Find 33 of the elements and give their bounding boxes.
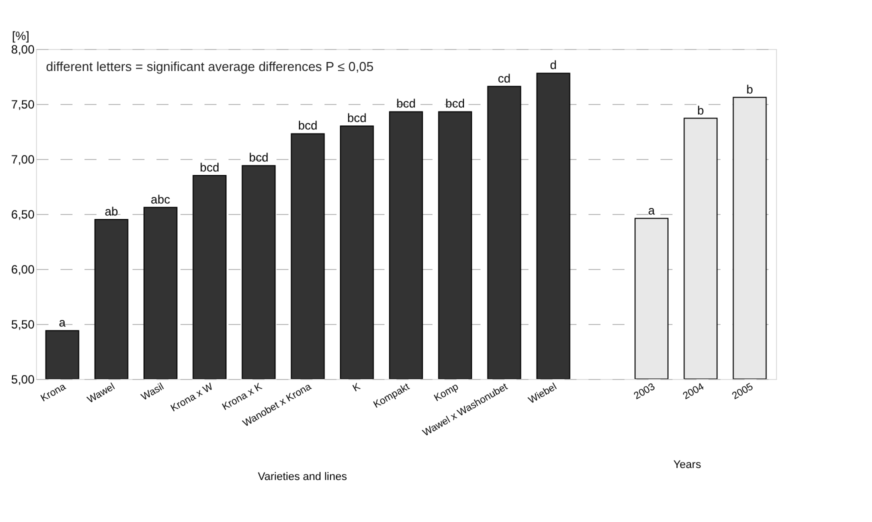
data-label: d	[550, 58, 557, 72]
y-axis-title: [%]	[12, 29, 30, 43]
x-tick-label: Krona x W	[169, 381, 216, 414]
text: Years	[673, 459, 702, 471]
data-label: b	[697, 103, 704, 118]
annotation: different letters = significant average differences P ≤ 0,05	[46, 59, 374, 74]
data-label: bcd	[445, 96, 465, 111]
data-label: bcd	[298, 118, 318, 133]
x-tick-label: Komp	[432, 381, 461, 404]
x-tick-label: Krona	[39, 381, 68, 404]
data-label: ab	[104, 204, 118, 218]
x-tick-label: Wasil	[140, 382, 166, 404]
y-tick-label: 7,50	[11, 98, 35, 112]
data-label: a	[58, 316, 66, 330]
x-tick-label: 2004	[681, 381, 706, 402]
x-tick-label: 2005	[730, 381, 756, 402]
y-tick-label: 6,00	[11, 262, 35, 276]
x-tick-label: K	[351, 381, 363, 394]
y-tick-label: 6,50	[11, 208, 35, 222]
x-tick-label: 2003	[632, 381, 658, 402]
data-label: cd	[498, 71, 511, 86]
y-tick-label: 8,00	[11, 42, 35, 56]
data-label: bcd	[200, 160, 220, 174]
data-label: bcd	[396, 96, 416, 111]
x-axis-title: Varieties and lines	[258, 471, 348, 483]
y-tick-label: 7,00	[11, 152, 35, 166]
data-label: b	[746, 82, 754, 96]
y-tick-label: 5,00	[11, 372, 35, 386]
data-label: abc	[150, 192, 170, 206]
data-label: a	[648, 203, 656, 218]
y-tick-label: 5,50	[11, 318, 35, 332]
data-label: bcd	[249, 150, 268, 165]
data-label: bcd	[347, 111, 367, 125]
